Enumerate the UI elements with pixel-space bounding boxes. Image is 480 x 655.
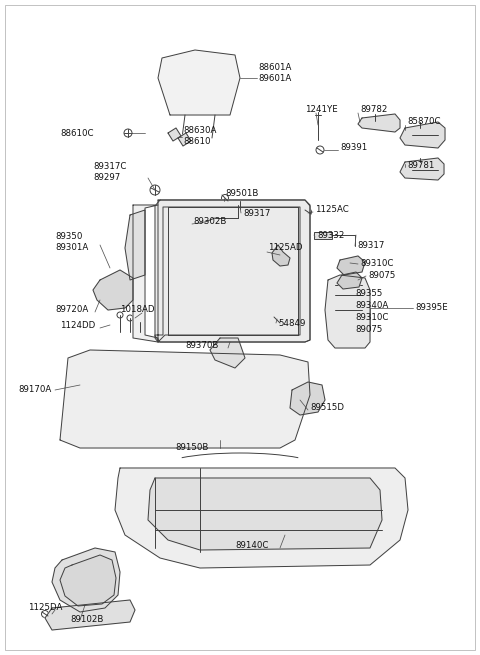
Polygon shape [133,205,158,342]
Text: 89310C: 89310C [360,259,394,267]
Text: 89102B: 89102B [70,616,103,624]
Polygon shape [400,122,445,148]
Text: 89317: 89317 [357,240,384,250]
Text: 54849: 54849 [278,318,305,328]
Text: 85870C: 85870C [407,117,441,126]
Polygon shape [60,555,116,606]
Text: 89782: 89782 [360,105,387,113]
Polygon shape [400,158,444,180]
Text: 1125AC: 1125AC [315,206,349,214]
Text: 89075: 89075 [368,272,396,280]
Text: 88610C: 88610C [60,128,94,138]
Text: 89350
89301A: 89350 89301A [55,233,88,252]
Text: 89355: 89355 [355,288,383,297]
Text: 1125DA: 1125DA [28,603,62,612]
Text: 89317C
89297: 89317C 89297 [93,162,126,181]
Polygon shape [155,200,310,342]
Polygon shape [358,114,400,132]
Text: 89340A: 89340A [355,301,388,310]
Text: 89075: 89075 [355,326,383,335]
Polygon shape [125,210,145,280]
Text: 89515D: 89515D [310,403,344,413]
Polygon shape [45,600,135,630]
Polygon shape [178,133,191,146]
Text: 89170A: 89170A [18,386,51,394]
Text: 89140C: 89140C [235,540,268,550]
Text: 89310C: 89310C [355,314,388,322]
Text: 89302B: 89302B [193,217,227,227]
Polygon shape [325,275,370,348]
Polygon shape [115,468,408,568]
Polygon shape [52,548,120,612]
Polygon shape [158,50,240,115]
Polygon shape [60,350,310,448]
Text: 89720A: 89720A [55,305,88,314]
Text: 89781: 89781 [407,160,434,170]
Polygon shape [337,256,365,275]
Polygon shape [93,270,133,310]
Text: 89332: 89332 [317,231,344,240]
Polygon shape [337,272,362,289]
Polygon shape [168,128,181,141]
Text: 1125AD: 1125AD [268,244,302,252]
Text: 89501B: 89501B [225,189,258,198]
Polygon shape [272,245,290,266]
Polygon shape [148,478,382,550]
Text: 89150B: 89150B [175,443,208,451]
Text: 89391: 89391 [340,143,367,153]
Text: 1018AD: 1018AD [120,305,155,314]
Text: 1124DD: 1124DD [60,320,95,329]
Text: 89370B: 89370B [185,341,218,350]
Text: 88630A
88610: 88630A 88610 [183,126,216,145]
Text: 88601A
89601A: 88601A 89601A [258,64,291,83]
Polygon shape [210,338,245,368]
Text: 89317: 89317 [243,208,270,217]
Bar [314,232,332,239]
Text: 89395E: 89395E [415,303,448,312]
Text: 1241YE: 1241YE [305,105,338,113]
Polygon shape [155,200,310,342]
Polygon shape [290,382,325,415]
